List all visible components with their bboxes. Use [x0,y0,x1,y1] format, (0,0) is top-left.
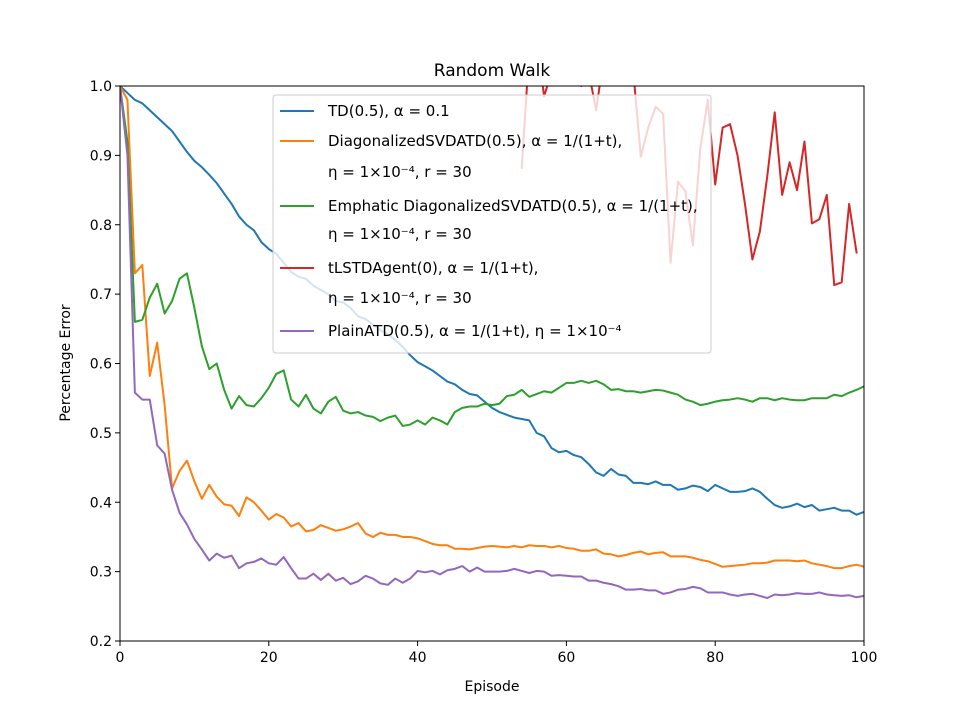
series-line-3 [120,86,864,427]
x-tick-label: 40 [409,650,427,666]
legend: TD(0.5), α = 0.1 DiagonalizedSVDATD(0.5),… [272,94,712,354]
legend-label-2: η = 1×10⁻⁴, r = 30 [328,163,472,181]
y-tick-label: 0.5 [90,426,112,442]
legend-label-4: η = 1×10⁻⁴, r = 30 [328,289,472,307]
series-line-5 [120,86,864,599]
x-tick-label: 100 [851,650,878,666]
legend-label-2: DiagonalizedSVDATD(0.5), α = 1/(1+t), [328,132,622,150]
y-tick-label: 0.6 [90,357,112,373]
y-axis-label: Percentage Error [58,304,74,422]
y-tick-label: 0.4 [90,495,112,511]
x-tick-label: 20 [260,650,278,666]
y-tick-label: 0.7 [90,287,112,303]
series-line-1 [120,86,864,516]
y-tick-label: 0.3 [90,565,112,581]
chart-title: Random Walk [434,61,551,81]
x-tick-label: 60 [557,650,575,666]
legend-label-5: PlainATD(0.5), α = 1/(1+t), η = 1×10⁻⁴ [328,322,622,340]
x-axis: 0 20 40 60 80 100 [116,641,878,666]
x-tick-label: 80 [706,650,724,666]
legend-box [272,94,712,354]
series-line-2 [120,86,864,570]
y-tick-label: 1.0 [90,79,112,95]
y-tick-label: 0.8 [90,218,112,234]
x-tick-label: 0 [116,650,125,666]
legend-label-1: TD(0.5), α = 0.1 [327,102,450,120]
legend-label-3: Emphatic DiagonalizedSVDATD(0.5), α = 1/… [328,197,698,215]
y-axis: 0.2 0.3 0.4 0.5 0.6 0.7 0.8 0.9 1.0 [90,79,120,650]
legend-label-3: η = 1×10⁻⁴, r = 30 [328,225,472,243]
x-axis-label: Episode [465,679,520,695]
legend-label-4: tLSTDAgent(0), α = 1/(1+t), [328,259,538,277]
y-tick-label: 0.2 [90,634,112,650]
y-tick-label: 0.9 [90,148,112,164]
